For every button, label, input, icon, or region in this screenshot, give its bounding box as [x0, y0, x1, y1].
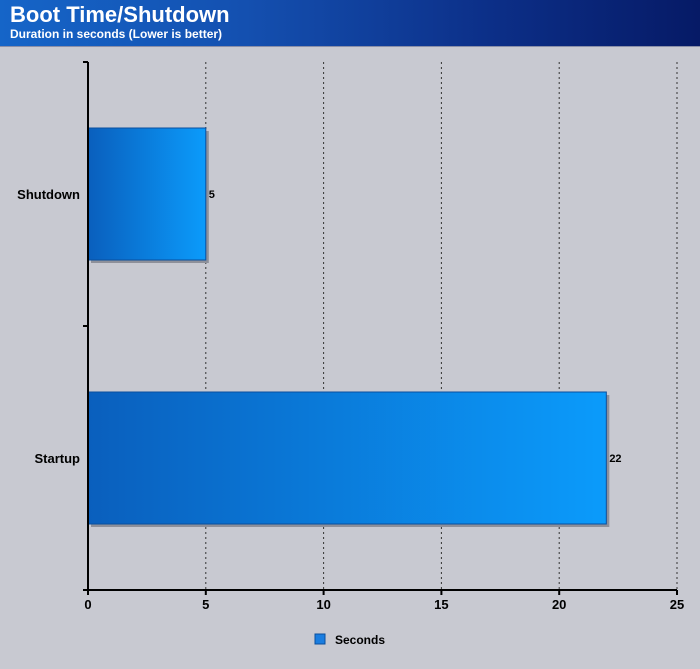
- legend: Seconds: [314, 633, 385, 647]
- legend-label: Seconds: [335, 633, 385, 647]
- x-tick-label-25: 25: [670, 597, 684, 612]
- bars: [87, 127, 610, 527]
- chart-title: Boot Time/Shutdown: [10, 2, 230, 27]
- chart-subtitle: Duration in seconds (Lower is better): [10, 27, 223, 41]
- value-label-startup: 22: [609, 453, 621, 465]
- bar-startup: [87, 391, 607, 525]
- x-tick-label-5: 5: [202, 597, 209, 612]
- x-tick-label-20: 20: [552, 597, 566, 612]
- chart-header: Boot Time/Shutdown Duration in seconds (…: [0, 0, 700, 47]
- bar-shutdown: [87, 127, 207, 261]
- x-tick-label-10: 10: [316, 597, 330, 612]
- legend-swatch: [314, 633, 326, 645]
- axes: [83, 61, 678, 595]
- labels: 0 5 10 15 20 25 5 Shutdown 22 Startup: [17, 187, 684, 612]
- category-label-shutdown: Shutdown: [17, 187, 80, 202]
- x-tick-label-0: 0: [84, 597, 91, 612]
- category-label-startup: Startup: [35, 451, 81, 466]
- value-label-shutdown: 5: [209, 189, 215, 201]
- x-tick-label-15: 15: [434, 597, 448, 612]
